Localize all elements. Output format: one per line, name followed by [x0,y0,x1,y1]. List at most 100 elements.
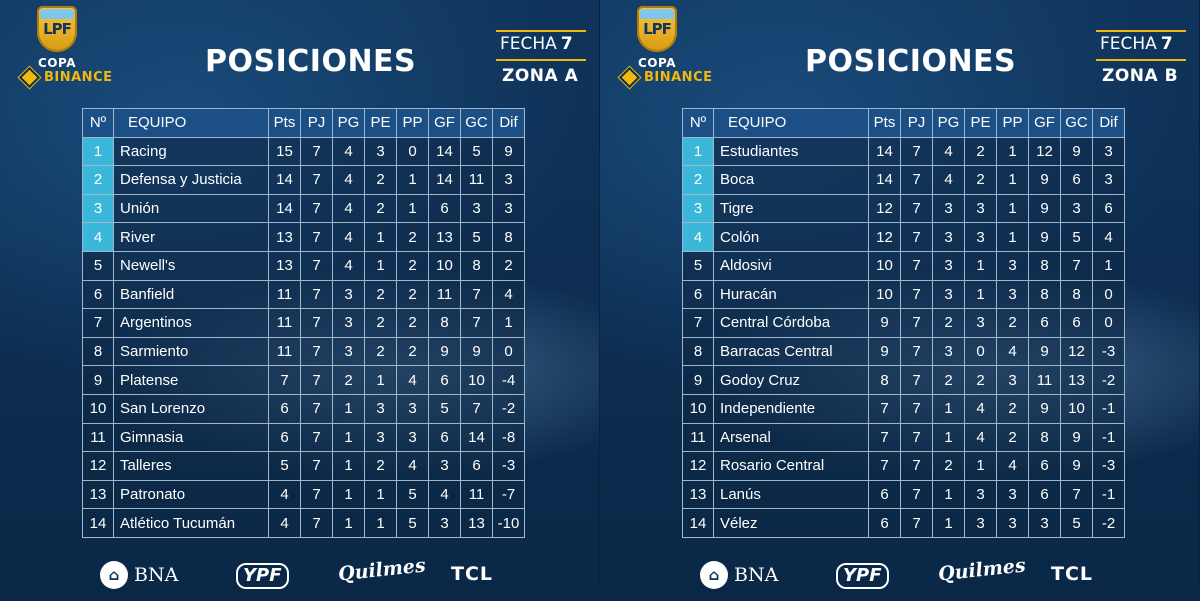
sponsor-ypf: YPF [836,563,889,589]
copa-label: COPA [638,56,676,70]
stat-cell: 8 [1028,250,1061,281]
position-cell: 8 [682,336,714,367]
stat-cell: 7 [900,222,933,252]
stat-cell: 1 [932,479,965,510]
stat-cell: 2 [396,279,429,310]
stat-cell: 7 [900,451,933,481]
column-header: EQUIPO [713,108,869,138]
table-row: 14 Atlético Tucumán 4 7 1 1 5 3 13 -10 [82,508,525,538]
team-name-cell: Arsenal [713,422,869,453]
stat-cell: 3 [964,308,997,338]
column-header: Nº [682,108,714,138]
divider-line [1096,59,1186,61]
lpf-shield-icon: LPF [637,6,677,52]
position-cell: 4 [682,222,714,252]
stat-cell: 11 [268,308,301,338]
table-row: 14 Vélez 6 7 1 3 3 3 5 -2 [682,508,1125,538]
lpf-logo: LPF COPA BINANCE [618,6,712,90]
stat-cell: 3 [492,165,525,195]
stat-cell: 3 [1092,136,1125,167]
stat-cell: 7 [868,393,901,424]
shield-flag-stripe [40,9,74,19]
team-name-cell: Estudiantes [713,136,869,167]
standings-table: Nº EQUIPO Pts PJ PG PE PP GF GC Dif 1 Racing 15 7 4 3 0 1… [82,108,525,538]
fecha-zona-box: FECHA 7 ZONA B [1096,30,1186,92]
column-header: PE [964,108,997,138]
team-name-cell: River [113,222,269,252]
table-row: 12 Rosario Central 7 7 2 1 4 6 9 -3 [682,451,1125,481]
stat-cell: 1 [996,165,1029,195]
stat-cell: 5 [396,479,429,510]
column-header: GF [1028,108,1061,138]
stat-cell: 1 [364,222,397,252]
table-row: 10 Independiente 7 7 1 4 2 9 10 -1 [682,393,1125,424]
stat-cell: 6 [1028,308,1061,338]
team-name-cell: Newell's [113,250,269,281]
position-cell: 6 [82,279,114,310]
stat-cell: 4 [492,279,525,310]
stat-cell: 8 [1060,279,1093,310]
stat-cell: 3 [996,508,1029,538]
stat-cell: 9 [1060,451,1093,481]
sponsor-bar: ⌂ BNA YPF Quilmes TCL [600,554,1199,595]
stat-cell: 1 [964,250,997,281]
stat-cell: 2 [396,336,429,367]
stat-cell: 3 [996,365,1029,395]
table-row: 8 Sarmiento 11 7 3 2 2 9 9 0 [82,336,525,367]
stat-cell: 4 [996,336,1029,367]
stat-cell: 4 [396,451,429,481]
bna-label: BNA [134,564,179,586]
stat-cell: 2 [396,250,429,281]
position-cell: 5 [82,250,114,281]
team-name-cell: Racing [113,136,269,167]
stat-cell: 7 [300,393,333,424]
stat-cell: 9 [1028,336,1061,367]
divider-line [1096,30,1186,32]
column-header: PJ [300,108,333,138]
stat-cell: 11 [268,279,301,310]
stat-cell: 9 [428,336,461,367]
stat-cell: 3 [332,308,365,338]
stat-cell: -4 [492,365,525,395]
stat-cell: 3 [996,279,1029,310]
stat-cell: 3 [396,393,429,424]
stat-cell: 0 [492,336,525,367]
stat-cell: 5 [1060,222,1093,252]
stat-cell: 7 [900,422,933,453]
stat-cell: 9 [1028,193,1061,224]
stat-cell: 4 [428,479,461,510]
stat-cell: 3 [996,479,1029,510]
stat-cell: 3 [364,136,397,167]
stat-cell: 14 [428,136,461,167]
stat-cell: 9 [1060,136,1093,167]
stat-cell: 6 [1092,193,1125,224]
stat-cell: 7 [300,336,333,367]
stat-cell: 2 [964,365,997,395]
stat-cell: 6 [428,365,461,395]
stat-cell: 14 [268,165,301,195]
stat-cell: 8 [460,250,493,281]
table-row: 13 Lanús 6 7 1 3 3 6 7 -1 [682,479,1125,510]
stat-cell: 2 [996,308,1029,338]
position-cell: 13 [682,479,714,510]
stat-cell: 11 [428,279,461,310]
divider-line [496,59,586,61]
position-cell: 7 [82,308,114,338]
fecha-word: FECHA [500,34,557,54]
stat-cell: 1 [964,451,997,481]
lpf-shield-icon: LPF [37,6,77,52]
stat-cell: 7 [900,136,933,167]
table-row: 2 Defensa y Justicia 14 7 4 2 1 14 11 3 [82,165,525,195]
stat-cell: 9 [868,336,901,367]
stat-cell: 2 [964,165,997,195]
fecha-number: 7 [1160,34,1173,54]
stat-cell: 4 [1092,222,1125,252]
sponsor-quilmes: Quilmes [937,554,1027,586]
stat-cell: 3 [932,222,965,252]
stat-cell: 6 [268,422,301,453]
stat-cell: 7 [900,193,933,224]
stat-cell: 0 [396,136,429,167]
stat-cell: 3 [932,279,965,310]
position-cell: 6 [682,279,714,310]
sponsor-tcl: TCL [451,563,494,585]
